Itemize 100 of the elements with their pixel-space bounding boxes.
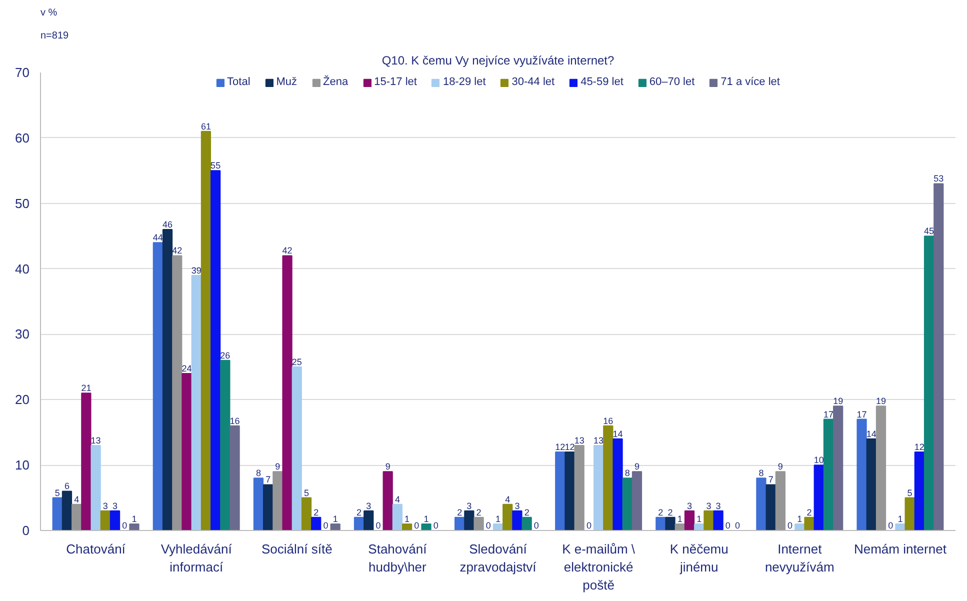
bar [90,444,101,530]
data-label: 6 [64,481,70,492]
chart-title: Q10. K čemu Vy nejvíce využíváte internet? [382,54,614,68]
data-label: 7 [768,474,774,485]
bar [100,510,110,530]
bar [814,464,824,530]
data-label: 12 [555,442,566,452]
bar [593,444,604,530]
data-label: 2 [356,507,362,518]
bar [301,497,312,530]
data-label: 3 [112,500,118,511]
data-label: 0 [725,520,730,530]
data-label: 3 [466,500,472,511]
x-tick-label: Sledování zpravodajství [460,542,537,574]
data-label: 4 [505,494,510,504]
data-label: 13 [90,435,101,446]
data-label: 0 [586,520,592,530]
data-label: 5 [304,488,310,498]
data-label: 24 [182,363,192,374]
bar [512,510,522,530]
bar [924,236,934,530]
bar [464,510,474,530]
data-label: 8 [624,468,630,478]
data-label: 0 [486,520,491,530]
x-tick-label: Nemám internet [854,542,947,556]
data-label: 0 [433,520,438,530]
data-label: 3 [706,500,712,511]
bar [904,497,915,530]
data-label: 12 [564,442,575,452]
bar [833,406,844,530]
data-label: 1 [797,514,802,524]
data-label: 12 [914,442,924,452]
data-label: 0 [376,520,381,530]
bar [382,471,393,530]
bar [866,438,876,530]
bar [129,523,140,530]
data-label: 2 [658,507,664,518]
legend-label: 15-17 let [374,76,417,88]
data-label: 1 [332,514,338,524]
bar [182,372,192,530]
data-label: 9 [275,462,280,472]
data-label: 9 [634,462,640,472]
bar [172,255,182,530]
data-label: 4 [74,494,80,504]
data-label: 8 [758,468,764,478]
data-label: 44 [152,232,163,243]
data-label: 3 [716,500,721,511]
bar [775,471,786,530]
bar [665,516,676,530]
x-tick-label: Internet nevyužívám [764,542,834,574]
bar [603,425,614,530]
bar [72,504,82,530]
y-tick-label: 60 [15,130,30,146]
data-label: 3 [686,500,692,511]
bar [110,510,120,530]
data-label: 2 [806,507,812,518]
data-label: 9 [778,462,783,472]
bar [876,406,886,530]
bar [823,418,834,530]
data-label: 1 [404,514,410,524]
legend-label: 71 a více let [720,76,780,88]
data-label: 55 [210,160,221,171]
data-label: 19 [833,396,844,406]
bar [713,510,724,530]
bar [934,183,944,530]
data-label: 17 [823,409,834,420]
bar [804,516,814,530]
data-label: 1 [132,514,137,524]
data-label: 0 [788,520,793,530]
data-label: 19 [876,396,886,406]
y-tick-label: 10 [15,458,30,473]
bar [364,510,374,530]
data-label: 1 [495,514,501,524]
bar [454,516,465,530]
data-label: 2 [476,507,482,518]
data-label: 39 [191,265,202,276]
bar [612,438,623,530]
data-label: 53 [934,174,944,184]
bar [272,471,283,530]
data-label: 1 [696,514,702,524]
data-label: 5 [907,488,912,498]
bar [766,484,776,530]
data-label: 3 [514,500,520,511]
y-tick-label: 30 [15,326,30,342]
data-label: 16 [603,416,614,426]
bar [656,516,666,530]
y-tick-label: 20 [15,392,30,408]
data-label: 13 [574,435,584,446]
bar [230,425,240,530]
data-label: 61 [200,121,211,132]
bar [756,478,766,530]
y-tick-label: 0 [22,523,30,538]
data-label: 3 [102,500,108,511]
data-label: 0 [888,520,894,530]
data-label: 2 [524,507,530,518]
bar [574,444,584,530]
bar [52,497,62,530]
x-tick-label: Stahování hudby\her [368,542,428,574]
x-tick-label: Chatování [66,542,126,556]
bar [392,504,403,530]
